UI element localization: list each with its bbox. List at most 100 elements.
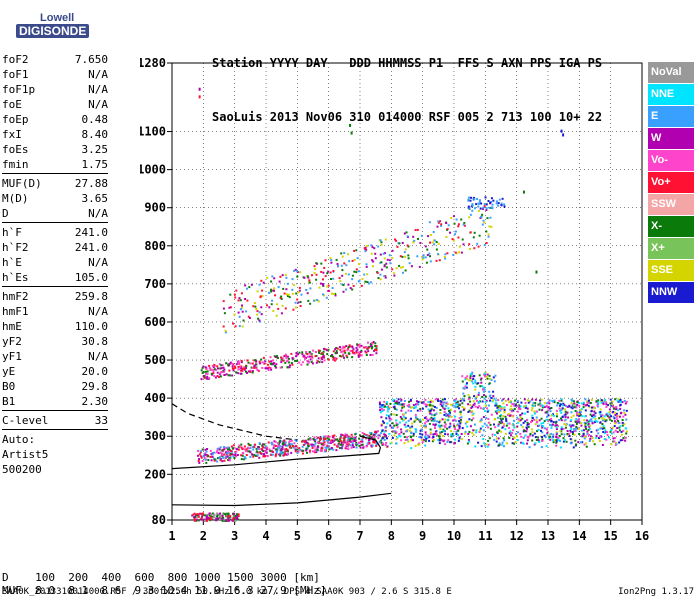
echo-point (453, 425, 456, 428)
echo-point (469, 400, 472, 403)
echo-point (308, 279, 311, 282)
echo-point (493, 380, 496, 383)
echo-point (539, 404, 542, 407)
echo-point (468, 243, 471, 246)
echo-point (383, 257, 386, 260)
echo-point (360, 344, 363, 347)
echo-point (317, 441, 319, 444)
echo-point (560, 428, 563, 431)
echo-point (477, 391, 480, 394)
echo-point (424, 417, 427, 419)
echo-point (500, 405, 503, 408)
echo-point (516, 435, 518, 438)
param-value: 3.25 (81, 143, 109, 156)
echo-point (471, 410, 474, 413)
echo-point (271, 299, 274, 302)
echo-point (316, 360, 319, 363)
echo-point (375, 345, 378, 348)
echo-point (393, 403, 396, 406)
echo-point (346, 356, 349, 359)
echo-point (615, 421, 618, 424)
echo-point (387, 408, 390, 411)
echo-point (342, 290, 345, 293)
echo-point (326, 445, 329, 448)
echo-point (365, 265, 368, 268)
echo-point (373, 349, 376, 352)
echo-point (430, 405, 433, 408)
echo-point (439, 412, 442, 414)
echo-point (294, 359, 297, 362)
echo-point (237, 361, 240, 364)
echo-point (564, 413, 567, 416)
echo-point (620, 433, 623, 436)
echo-point (603, 427, 606, 430)
echo-point (232, 447, 234, 450)
echo-point (460, 421, 463, 423)
echo-point (432, 409, 435, 412)
echo-point (298, 286, 301, 289)
echo-point (325, 447, 328, 450)
echo-point (242, 367, 245, 370)
echo-point (584, 398, 587, 401)
echo-point (435, 241, 438, 243)
echo-point (268, 291, 271, 294)
echo-point (381, 423, 384, 426)
echo-point (398, 434, 401, 437)
echo-point (442, 407, 445, 410)
echo-point (560, 398, 563, 401)
echo-point (444, 257, 447, 260)
echo-point (351, 350, 354, 352)
echo-point (259, 320, 261, 323)
echo-point (546, 415, 548, 418)
echo-point (256, 451, 259, 454)
echo-point (271, 453, 274, 456)
echo-point (625, 432, 628, 435)
echo-point (424, 440, 427, 443)
echo-point (509, 400, 512, 403)
echo-point (386, 445, 389, 448)
echo-point (219, 375, 222, 378)
echo-point (340, 252, 343, 255)
echo-point (510, 408, 513, 411)
echo-point (340, 446, 343, 449)
echo-point (330, 439, 333, 442)
echo-point (516, 401, 519, 404)
echo-point (400, 428, 403, 431)
echo-point (488, 377, 491, 380)
echo-point (497, 423, 500, 426)
echo-point (343, 262, 346, 265)
echo-point (566, 405, 569, 408)
echo-point (258, 362, 261, 365)
echo-point (351, 444, 354, 446)
echo-point (323, 359, 326, 362)
echo-point (559, 404, 561, 407)
echo-point (218, 457, 221, 460)
echo-point (432, 433, 435, 436)
echo-point (608, 416, 611, 419)
echo-point (477, 209, 480, 212)
param-key: M(D) (2, 192, 29, 205)
echo-point (481, 388, 484, 391)
echo-point (531, 417, 534, 419)
echo-point (371, 444, 374, 447)
echo-point (357, 354, 360, 357)
echo-point (250, 366, 253, 369)
echo-point (228, 513, 231, 516)
echo-point (485, 203, 488, 206)
echo-point (219, 457, 222, 460)
echo-point (402, 432, 405, 435)
echo-point (223, 370, 226, 373)
echo-point (277, 442, 279, 445)
echo-point (303, 276, 306, 279)
echo-point (400, 417, 403, 420)
echo-point (613, 422, 616, 425)
echo-point (383, 430, 386, 433)
echo-point (224, 513, 226, 516)
echo-point (320, 443, 323, 446)
echo-point (538, 424, 541, 427)
echo-point (374, 252, 377, 255)
version-label: Ion2Png 1.3.17 (618, 587, 694, 597)
echo-point (454, 419, 457, 422)
echo-point (452, 215, 455, 218)
echo-point (606, 433, 609, 436)
